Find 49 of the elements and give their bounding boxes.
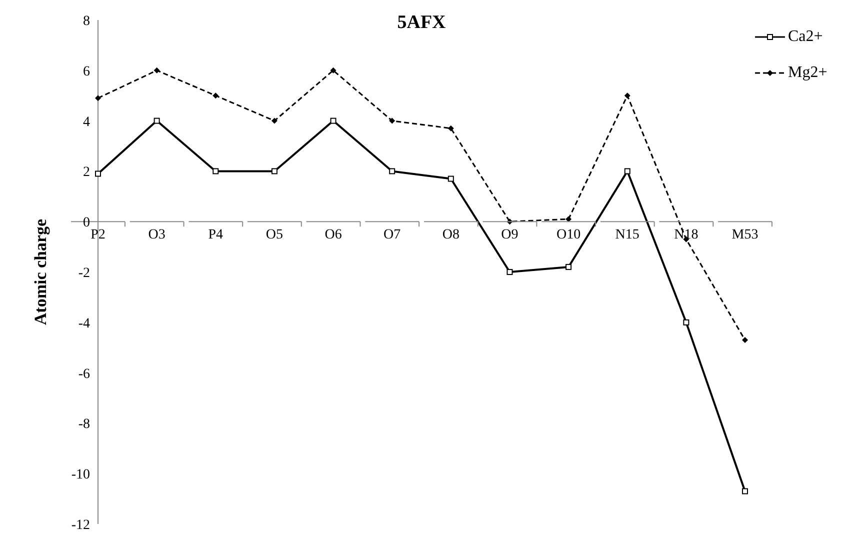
x-tick-label: O3 — [148, 228, 166, 243]
point — [506, 269, 513, 275]
point — [448, 125, 454, 132]
point — [742, 488, 748, 494]
point — [683, 319, 690, 326]
legend-label: Mg2+ — [788, 64, 828, 82]
point — [95, 95, 101, 102]
x-tick-label: O8 — [442, 228, 460, 243]
legend-label: Ca2+ — [788, 28, 823, 46]
point — [330, 67, 336, 74]
x-tick-label: O5 — [266, 228, 284, 243]
x-tick-label: N18 — [674, 228, 698, 243]
point — [154, 118, 160, 124]
point — [566, 264, 572, 270]
y-tick-label: 8 — [83, 14, 90, 29]
point — [389, 118, 396, 124]
x-tick-label: O10 — [556, 228, 581, 243]
point — [389, 168, 396, 174]
point — [624, 168, 630, 174]
y-tick-label: 6 — [83, 64, 90, 80]
y-tick-label: -10 — [71, 468, 90, 483]
x-tick-label: N15 — [615, 228, 640, 243]
point — [212, 92, 219, 99]
point — [742, 337, 748, 344]
y-tick-label: 0 — [83, 216, 90, 231]
point — [95, 170, 101, 177]
x-tick-label: M53 — [732, 228, 758, 243]
y-axis-title: Atomic charge — [31, 218, 50, 326]
point — [271, 168, 278, 174]
y-tick-label: -8 — [78, 417, 90, 432]
y-tick-label: -2 — [78, 266, 90, 281]
y-tick-label: 2 — [83, 165, 90, 180]
y-tick-label: -6 — [78, 366, 90, 382]
x-tick-label: O7 — [384, 228, 401, 243]
y-tick-label: -12 — [71, 518, 90, 533]
point — [212, 168, 219, 174]
point — [624, 92, 630, 99]
point — [154, 67, 160, 74]
point — [448, 176, 454, 182]
x-tick-label: P4 — [208, 228, 224, 243]
y-tick-label: 4 — [83, 114, 90, 130]
point — [330, 118, 336, 124]
point — [566, 216, 572, 222]
chart-title: 5AFX — [396, 12, 447, 34]
x-tick-label: O6 — [324, 228, 342, 243]
x-tick-label: O9 — [501, 228, 518, 243]
x-tick-label: P2 — [90, 228, 106, 243]
point — [271, 118, 278, 124]
y-tick-label: -4 — [78, 316, 90, 332]
